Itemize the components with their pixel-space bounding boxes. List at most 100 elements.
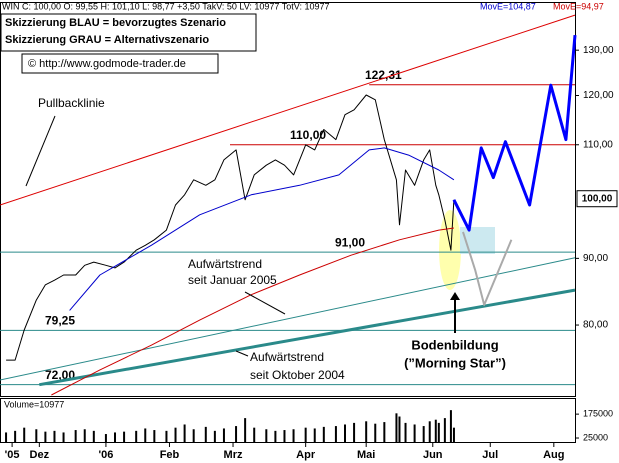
volume-bar: [235, 426, 238, 442]
volume-tick-label: 25000: [583, 432, 608, 442]
y-tick-label: 130,00: [583, 45, 614, 56]
volume-bar: [353, 422, 356, 442]
volume-bar: [404, 422, 407, 442]
legend-entry: MovE=94,97: [553, 1, 604, 11]
volume-bar: [83, 429, 86, 442]
last-price-label: 100,00: [582, 193, 613, 204]
x-tick-label: Mai: [357, 449, 375, 461]
volume-bar: [14, 430, 17, 442]
volume-bar: [74, 430, 77, 442]
annotation: seit Januar 2005: [188, 273, 277, 287]
y-tick-label: 110,00: [583, 139, 613, 150]
background-layer: [439, 210, 495, 290]
volume-bar: [104, 434, 107, 442]
y-tick-label: 120,00: [583, 90, 614, 101]
x-tick-label: Aug: [543, 449, 564, 461]
volume-bar: [434, 419, 437, 442]
volume-bar: [422, 426, 425, 442]
volume-bar: [35, 429, 38, 442]
moving-average: [51, 227, 454, 396]
arrow: [25, 115, 56, 187]
volume-bar: [443, 418, 446, 442]
volume-bar: [123, 431, 126, 442]
arrow: [244, 291, 286, 315]
plot-frame: [0, 2, 576, 397]
volume-bar: [283, 430, 286, 442]
volume-bar: [44, 431, 47, 442]
volume-bar: [23, 427, 26, 442]
volume-bar: [244, 418, 247, 442]
moving-average: [69, 147, 455, 311]
x-tick-label: '05: [5, 449, 20, 461]
price-line: [6, 94, 455, 361]
x-tick-label: Feb: [160, 449, 180, 461]
level-label: 110,00: [290, 128, 326, 142]
x-tick-label: '06: [98, 449, 113, 461]
volume-bar: [165, 430, 168, 442]
volume-bar: [222, 428, 225, 442]
note: Skizzierung BLAU = bevorzugtes Szenario: [5, 17, 226, 29]
y-tick-label: 90,00: [583, 253, 608, 264]
level-label: 122,31: [365, 68, 402, 82]
volume-bar: [204, 426, 207, 442]
volume-bar: [304, 427, 307, 442]
note-box: [21, 53, 219, 74]
trendline: [0, 257, 576, 381]
trendline: [39, 288, 576, 387]
volume-tick-label: 175000: [583, 409, 613, 419]
volume-bar: [265, 429, 268, 442]
y-tick-label: 80,00: [583, 320, 608, 331]
volume-bar: [213, 430, 216, 442]
volume-bar: [253, 427, 256, 442]
volume-bar: [192, 429, 195, 442]
volume-frame: [0, 398, 576, 443]
last-price-box: [576, 190, 618, 208]
annotation: Pullbacklinie: [38, 96, 105, 110]
note: Skizzierung GRAU = Alternativszenario: [5, 34, 209, 46]
note: © http://www.godmode-trader.de: [28, 58, 186, 70]
annotation: Bodenbildung: [411, 337, 498, 352]
annotation: seit Oktober 2004: [250, 368, 345, 382]
trendline: [0, 14, 576, 206]
volume-bar: [174, 427, 177, 442]
annotation: (”Morning Star”): [404, 355, 506, 370]
volume-bar: [135, 430, 138, 442]
level-label: 79,25: [45, 314, 75, 328]
volume-bar: [53, 430, 56, 442]
volume-bar: [292, 429, 295, 442]
volume-bar: [374, 423, 377, 442]
volume-bar: [114, 432, 116, 442]
volume-bar: [437, 422, 440, 442]
volume-bar: [274, 430, 277, 442]
annotation: Aufwärtstrend: [250, 350, 324, 364]
header: WIN C: 100,00 O: 99,55 H: 101,10 L: 98,7…: [2, 1, 329, 11]
x-tick-label: Jun: [423, 449, 443, 461]
volume-bar: [183, 424, 186, 442]
volume-bar: [5, 432, 8, 442]
highlight: [439, 210, 461, 290]
x-tick-label: Apr: [296, 449, 316, 461]
x-tick-label: Mrz: [224, 449, 243, 461]
note-box: [0, 13, 257, 52]
arrow-head: [450, 292, 460, 300]
projection: [462, 231, 513, 306]
volume-bar: [153, 430, 156, 442]
level-label: 91,00: [335, 235, 365, 249]
volume-bar: [334, 426, 337, 442]
volume-bar: [365, 421, 368, 442]
volume-bar: [449, 410, 452, 442]
volume-bar: [452, 427, 455, 442]
volume-bar: [383, 422, 386, 442]
volume-bar: [62, 432, 65, 442]
volume-bar: [344, 424, 346, 442]
volume-bar: [322, 426, 325, 442]
volume-bar: [398, 416, 401, 442]
x-tick-label: Dez: [30, 449, 50, 461]
projection: [452, 34, 577, 232]
volume-bar: [413, 424, 416, 442]
volume-bar: [313, 428, 316, 442]
